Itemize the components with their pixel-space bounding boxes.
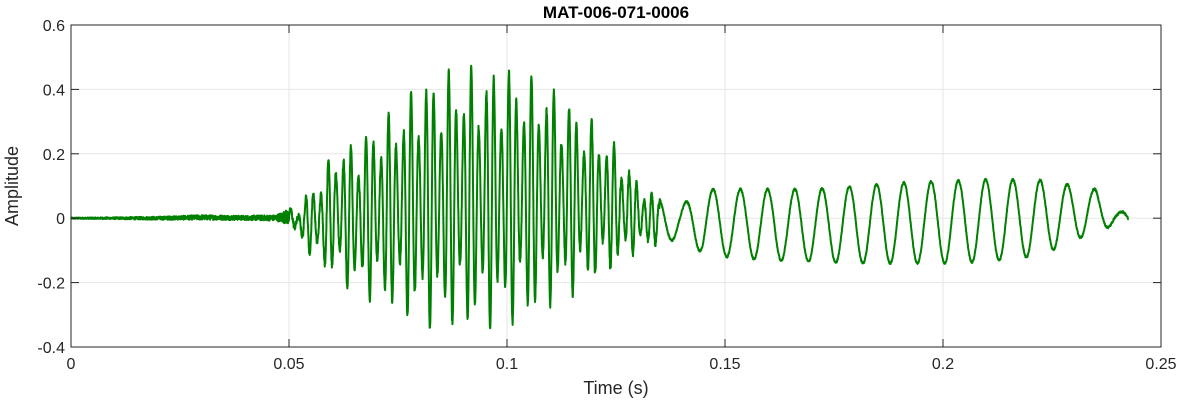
x-axis-label: Time (s) bbox=[583, 378, 648, 398]
y-tick-label: 0.2 bbox=[43, 147, 65, 164]
series-layer bbox=[70, 64, 1130, 330]
ticks: 0 0.05 0.1 0.15 0.2 0.25 -0.4 -0.2 0 0.2 0.4 0.6 bbox=[37, 18, 1176, 373]
x-tick-label: 0.15 bbox=[709, 356, 740, 373]
x-tick-label: 0.25 bbox=[1145, 356, 1176, 373]
y-tick-label: 0 bbox=[56, 211, 65, 228]
x-tick-label: 0.1 bbox=[496, 356, 518, 373]
waveform-line bbox=[70, 64, 1130, 330]
y-tick-label: 0.6 bbox=[43, 18, 65, 35]
x-tick-label: 0.05 bbox=[273, 356, 304, 373]
y-tick-label: 0.4 bbox=[43, 82, 65, 99]
y-tick-label: -0.4 bbox=[37, 340, 65, 357]
chart-title: MAT-006-071-0006 bbox=[543, 3, 689, 22]
plot-frame bbox=[70, 24, 1162, 348]
x-tick-label: 0.2 bbox=[932, 356, 954, 373]
y-tick-label: -0.2 bbox=[37, 276, 65, 293]
y-axis-label: Amplitude bbox=[2, 146, 22, 226]
x-tick-label: 0 bbox=[67, 356, 76, 373]
